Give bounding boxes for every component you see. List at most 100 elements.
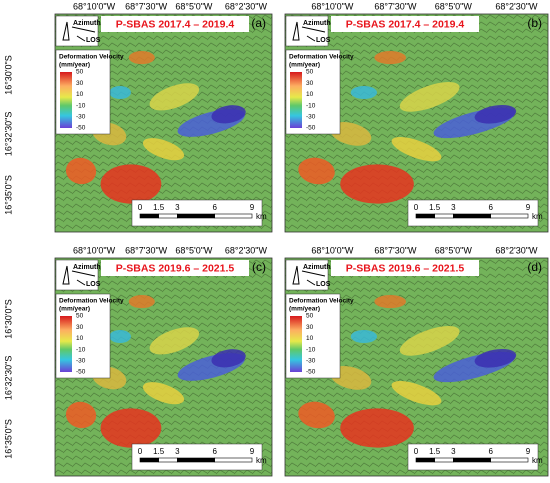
los-label: LOS (316, 37, 331, 44)
longitude-label: 68°5'0"W (175, 1, 213, 11)
longitude-label: 68°10'0"W (73, 245, 116, 255)
latitude-label: 16°35'0"S (3, 175, 13, 215)
los-arrow (76, 35, 86, 42)
latitude-label: 16°30'0"S (3, 55, 13, 95)
deformation-patch (350, 85, 378, 100)
legend-tick-label: -30 (76, 358, 86, 365)
deformation-patch (330, 122, 372, 146)
longitude-label: 68°7'30"W (125, 1, 168, 11)
deformation-patch (298, 157, 335, 185)
legend-tick-label: 10 (306, 335, 314, 342)
deformation-patch (399, 81, 460, 112)
scale-tick-label: 6 (488, 447, 493, 456)
deformation-patch (340, 408, 414, 448)
deformation-patch (149, 83, 200, 111)
panel-letter: (c) (252, 260, 266, 274)
scale-segment (139, 457, 159, 463)
deformation-patch (350, 329, 378, 344)
scale-tick-label: 1.5 (429, 203, 441, 212)
legend-tick-label: -10 (76, 102, 86, 109)
longitude-label: 68°2'30"W (495, 1, 538, 11)
scale-tick-label: 0 (138, 447, 143, 456)
azimuth-arrow (301, 26, 326, 33)
longitude-label: 68°2'30"W (225, 245, 268, 255)
scale-segment (158, 213, 178, 219)
los-arrow (306, 35, 316, 42)
scale-segment (490, 457, 529, 463)
azimuth-label: Azimuth (73, 20, 101, 27)
deformation-patch (100, 408, 162, 448)
scale-tick-label: 9 (250, 203, 255, 212)
scale-tick-label: 9 (250, 447, 255, 456)
legend-tick-label: 50 (306, 313, 314, 320)
scale-segment (415, 457, 435, 463)
longitude-label: 68°7'30"W (125, 245, 168, 255)
deformation-patch (100, 164, 162, 204)
azimuth-arrow (301, 270, 326, 277)
legend-tick-label: 30 (306, 324, 314, 331)
legend-tick-label: -10 (306, 102, 316, 109)
title-box (101, 260, 249, 276)
panel-letter: (a) (251, 16, 266, 30)
legend-tick-label: -30 (306, 114, 316, 121)
longitude-label: 68°2'30"W (495, 245, 538, 255)
deformation-patch (391, 380, 442, 406)
legend-unit: (mm/year) (289, 306, 320, 313)
scale-tick-label: 1.5 (153, 203, 165, 212)
deformation-patch (65, 157, 97, 185)
scale-tick-label: 3 (451, 447, 456, 456)
title-box (331, 260, 479, 276)
latitude-label: 16°32'30"S (3, 356, 13, 401)
scale-segment (415, 213, 435, 219)
legend-tick-label: -50 (306, 125, 316, 132)
scale-segment (177, 457, 215, 463)
deformation-patch (330, 366, 372, 390)
legend-tick-label: -30 (306, 358, 316, 365)
deformation-patch (142, 382, 185, 405)
legend-colorbar (60, 72, 72, 128)
legend-title: Deformation Velocity (289, 298, 354, 305)
scale-segment (214, 457, 253, 463)
deformation-patch (109, 85, 131, 100)
legend-tick-label: 50 (76, 313, 84, 320)
deformation-patch (474, 104, 517, 124)
legend-colorbar (290, 72, 302, 128)
legend-tick-label: -50 (306, 369, 316, 376)
legend-tick-label: 30 (306, 80, 314, 87)
panel-title: P-SBAS 2017.4 – 2019.4 (346, 18, 465, 30)
scale-tick-label: 3 (451, 203, 456, 212)
azimuth-arrow (71, 270, 96, 277)
latitude-label: 16°35'0"S (3, 419, 13, 459)
legend-tick-label: 10 (306, 91, 314, 98)
deformation-patch (399, 325, 460, 356)
legend-tick-label: -30 (76, 114, 86, 121)
legend-colorbar (60, 316, 72, 372)
longitude-label: 68°7'30"W (374, 245, 417, 255)
scale-segment (453, 457, 491, 463)
scale-segment (158, 457, 178, 463)
panel-title: P-SBAS 2019.6 – 2021.5 (346, 262, 465, 274)
longitude-label: 68°5'0"W (435, 1, 473, 11)
scale-tick-label: 1.5 (153, 447, 165, 456)
longitude-label: 68°10'0"W (73, 1, 116, 11)
north-arrow (62, 21, 70, 41)
azimuth-arrow (71, 26, 96, 33)
azimuth-label: Azimuth (73, 264, 101, 271)
deformation-patch (374, 51, 406, 65)
scale-segment (139, 213, 159, 219)
scale-unit: km (256, 456, 267, 465)
panel-title: P-SBAS 2017.4 – 2019.4 (116, 18, 235, 30)
legend-unit: (mm/year) (59, 62, 90, 69)
deformation-patch (149, 327, 200, 355)
panel-title: P-SBAS 2019.6 – 2021.5 (116, 262, 235, 274)
scale-tick-label: 6 (488, 203, 493, 212)
deformation-patch (65, 401, 97, 429)
legend-tick-label: -10 (306, 346, 316, 353)
scale-segment (434, 213, 454, 219)
los-label: LOS (86, 37, 101, 44)
scale-box (407, 443, 539, 471)
longitude-label: 68°10'0"W (311, 245, 354, 255)
deformation-patch (298, 401, 335, 429)
north-arrow (292, 21, 300, 41)
